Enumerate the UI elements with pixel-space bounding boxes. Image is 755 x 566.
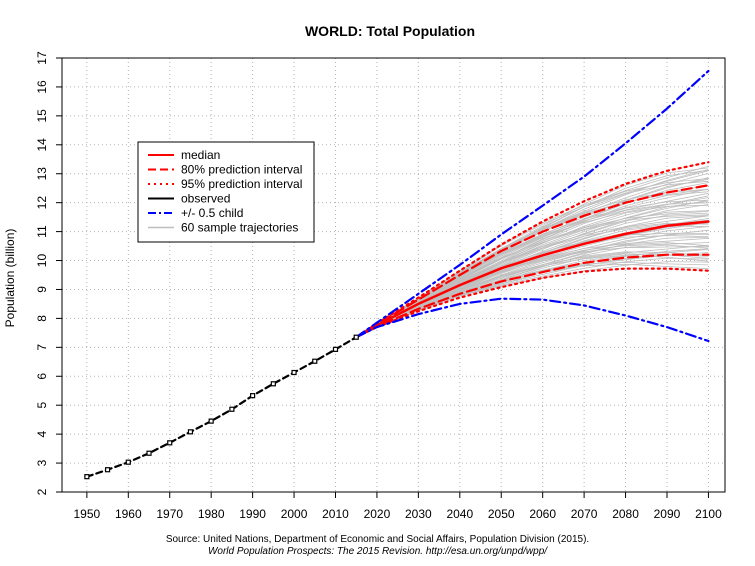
legend-label: median	[181, 148, 220, 162]
series-line-95-prediction-interval-lower	[355, 267, 710, 339]
sample-trajectories	[355, 165, 709, 338]
y-tick-label: 2	[35, 488, 49, 495]
x-tick-label: 2010	[322, 507, 349, 521]
x-tick-label: 2000	[281, 507, 308, 521]
y-tick-label: 13	[35, 167, 49, 181]
y-axis-label: Population (billion)	[3, 229, 17, 328]
observed-point	[187, 429, 194, 435]
y-tick-label: 15	[35, 109, 49, 123]
x-tick-label: 2030	[405, 507, 432, 521]
series-line-95-prediction-interval	[355, 161, 710, 339]
series-lines	[85, 69, 710, 478]
observed-point	[332, 346, 339, 352]
x-axis: 1950 1960 1970 1980 1990 2000 2010 2020 2030 2040…	[74, 492, 722, 521]
x-tick-label: 2050	[488, 507, 515, 521]
x-tick-label: 1950	[74, 507, 101, 521]
observed-point	[84, 474, 90, 480]
observed-points	[84, 334, 359, 480]
legend-box	[137, 141, 315, 243]
x-tick-label: 1960	[115, 507, 142, 521]
series-line--0-5-child-lower	[355, 297, 710, 343]
observed-point	[353, 334, 359, 340]
observed-point	[270, 381, 276, 387]
plot-frame	[61, 57, 726, 493]
x-tick-label: 2100	[695, 507, 722, 521]
y-tick-label: 16	[35, 80, 49, 94]
y-tick-label: 12	[35, 196, 49, 210]
legend-label: 95% prediction interval	[181, 177, 302, 191]
observed-point	[104, 467, 111, 473]
y-tick-label: 6	[35, 373, 49, 380]
source-citation: World Population Prospects: The 2015 Rev…	[207, 546, 548, 557]
x-tick-label: 2080	[612, 507, 639, 521]
observed-point	[291, 369, 297, 376]
observed-point	[146, 450, 152, 456]
y-tick-label: 9	[35, 286, 49, 293]
y-tick-label: 11	[35, 225, 49, 238]
chart-title: WORLD: Total Population	[305, 23, 475, 39]
x-tick-label: 1980	[198, 507, 225, 521]
x-tick-label: 2040	[446, 507, 473, 521]
legend-label: +/- 0.5 child	[181, 206, 243, 220]
legend-label: 60 sample trajectories	[181, 221, 298, 235]
y-tick-label: 8	[35, 315, 49, 322]
source-note: Source: United Nations, Department of Ec…	[165, 534, 590, 545]
series-line-observed	[85, 336, 358, 478]
x-tick-label: 2090	[654, 507, 681, 521]
y-tick-label: 10	[35, 254, 49, 268]
observed-point	[250, 393, 256, 399]
y-tick-label: 17	[35, 51, 49, 65]
y-tick-label: 14	[35, 138, 49, 152]
y-tick-label: 4	[35, 430, 49, 437]
x-tick-label: 1970	[156, 507, 183, 521]
series-line-80-prediction-interval	[355, 184, 710, 339]
y-tick-label: 7	[35, 344, 49, 351]
observed-point	[312, 358, 318, 364]
observed-point	[167, 440, 173, 446]
y-tick-label: 5	[35, 402, 49, 409]
legend-label: 80% prediction interval	[181, 163, 302, 177]
y-tick-label: 3	[35, 459, 49, 466]
series-line--0-5-child	[355, 69, 710, 339]
x-tick-label: 2070	[571, 507, 598, 521]
y-axis: 2 3 4 5 6 7 8 9 10 11 12 13 14 15 16 17	[35, 51, 62, 495]
observed-point	[208, 418, 214, 424]
series-line-80-prediction-interval-lower	[355, 253, 710, 339]
x-tick-label: 2060	[529, 507, 556, 521]
series-line-median	[354, 220, 710, 339]
observed-point	[125, 459, 131, 465]
x-tick-label: 1990	[239, 507, 266, 521]
grid-lines	[62, 57, 725, 493]
x-tick-label: 2020	[364, 507, 391, 521]
sample-trajectory-line	[356, 232, 709, 338]
observed-point	[229, 406, 235, 412]
legend-label: observed	[181, 192, 230, 206]
